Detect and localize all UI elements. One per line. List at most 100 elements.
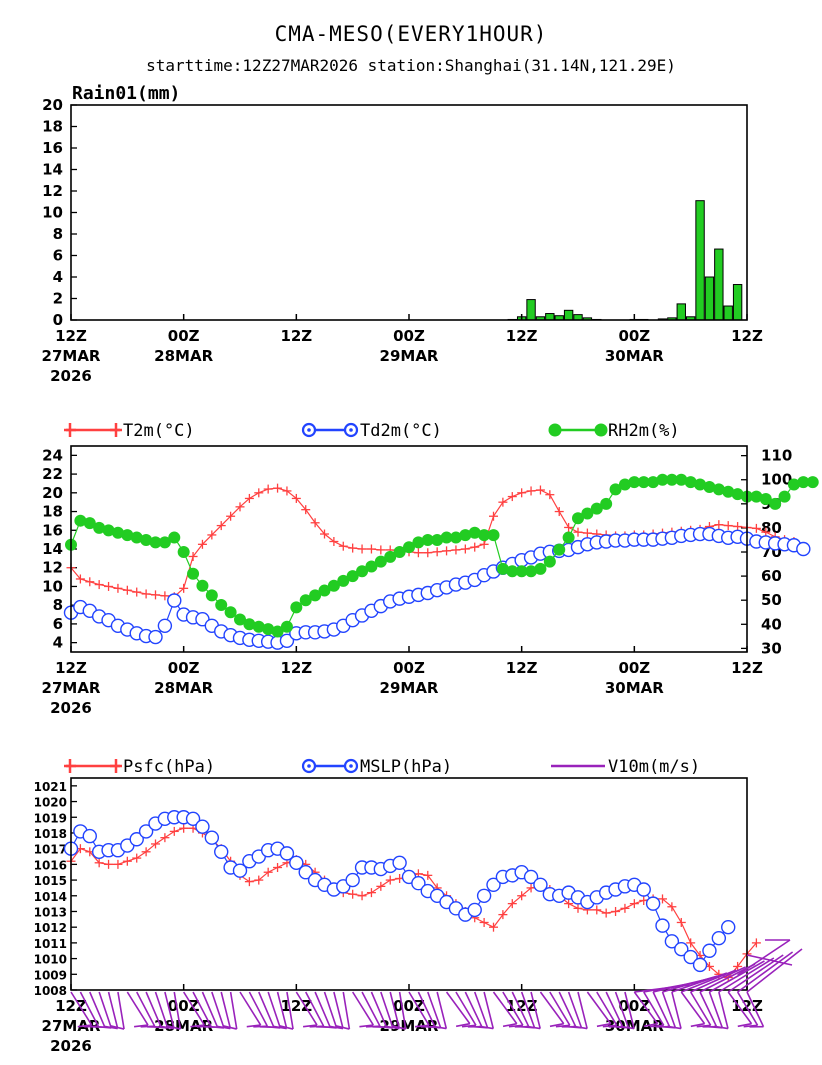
temp-point-circle-9 [148, 629, 163, 645]
wind-barb-late-71 [737, 951, 794, 993]
wind-barb-67 [699, 991, 718, 1028]
temp-point-plus-31 [357, 544, 367, 554]
wind-barb-66 [689, 991, 712, 1026]
pres-point-circle-65 [674, 941, 689, 957]
rain-bar-22 [714, 248, 724, 321]
temp-point-plus-7 [132, 587, 142, 597]
pres-point-circle-62 [645, 896, 661, 911]
wind-barb-62 [652, 991, 671, 1028]
wind-barb-flag-66 [696, 1024, 711, 1028]
pres-point-plus-21 [263, 867, 273, 877]
temp-point-plus-45 [489, 511, 498, 521]
pres-point-circle-16 [214, 844, 229, 860]
pres-point-circle-8 [138, 824, 154, 839]
temp-point-dot-62 [647, 476, 660, 489]
pres-point-plus-33 [376, 881, 386, 891]
wind-barb-24 [295, 991, 318, 1026]
wind-barb-flag-6 [133, 1024, 149, 1028]
temp-point-plus-38 [423, 548, 433, 558]
rain-bar-7 [573, 314, 583, 321]
temp-point-dot-25 [299, 594, 312, 607]
page-title: CMA-MESO(EVERY1HOUR) [274, 22, 548, 46]
wind-barb-2 [89, 991, 106, 1028]
temp-point-plus-43 [470, 542, 480, 552]
temp-point-plus-19 [244, 493, 254, 503]
wind-barb-45 [492, 991, 518, 1025]
pres-point-circle-45 [486, 877, 501, 892]
temp-point-dot-16 [215, 599, 228, 612]
wind-barb-flag-35 [391, 1025, 406, 1030]
pres-point-plus-63 [658, 894, 667, 904]
wind-barb-0 [70, 991, 93, 1026]
rain-bar-6 [563, 309, 574, 321]
temp-xtick-year-0: 2026 [50, 699, 92, 717]
pres-point-plus-60 [629, 899, 639, 909]
wind-barb-63 [661, 991, 677, 1029]
temp-point-plus-23 [282, 486, 292, 496]
wind-barb-flag-71 [743, 1024, 758, 1028]
rain-ytick-label-3: 6 [53, 247, 63, 265]
wind-barb-16 [220, 991, 232, 1029]
rain-ytick-label-9: 18 [42, 118, 63, 136]
temp-point-dot-70 [722, 485, 735, 498]
rain-xtick-year-0: 2026 [50, 367, 92, 385]
wind-barb-23 [286, 991, 294, 1030]
temp-point-plus-41 [451, 545, 461, 555]
pres-point-circle-7 [129, 832, 144, 847]
wind-barb-55 [586, 991, 612, 1025]
wind-barb-44 [483, 991, 495, 1029]
temp-point-plus-70 [723, 521, 733, 531]
pres-point-circle-44 [476, 888, 492, 903]
rain-xtick-label-6: 12Z [731, 327, 763, 345]
rain-ytick-label-10: 20 [42, 96, 63, 114]
pres-point-plus-64 [667, 902, 677, 912]
wind-barb-18 [239, 991, 262, 1026]
wind-barb-38 [427, 991, 442, 1029]
temp-point-plus-74 [761, 527, 771, 537]
pres-point-circle-67 [692, 957, 708, 973]
wind-barb-flag-56 [602, 1024, 617, 1028]
rain-ytick-label-6: 12 [42, 182, 63, 200]
rain-bar-18 [676, 303, 686, 321]
pres-ytick-label-9: 1017 [34, 843, 67, 857]
pres-point-circle-23 [279, 846, 295, 861]
wind-barb-64 [671, 991, 682, 1029]
wind-barb-25 [305, 991, 325, 1027]
wind-barb-3 [98, 991, 113, 1029]
temp-point-plus-37 [413, 548, 423, 558]
temp-legend-label-2: RH2m(%) [608, 421, 680, 441]
wind-barb-flag-11 [166, 1025, 181, 1030]
wind-barb-33 [380, 991, 394, 1029]
wind-barb-flag-36 [414, 1024, 430, 1028]
temp-ytick-left-label-1: 6 [53, 615, 63, 633]
temp-point-plus-14 [197, 539, 207, 549]
wind-barb-flag-17 [222, 1025, 237, 1030]
wind-barb-69 [718, 991, 729, 1029]
wind-barb-65 [680, 991, 706, 1025]
temp-point-dot-21 [262, 623, 275, 636]
temp-point-plus-18 [235, 502, 245, 512]
temp-point-plus-12 [179, 583, 189, 593]
wind-barb-42 [464, 991, 483, 1028]
temp-xtick-label-2: 12Z [280, 659, 312, 677]
wind-barb-8 [145, 991, 162, 1028]
temp-legend-label-0: T2m(°C) [123, 421, 195, 441]
wind-barb-flag-50 [549, 1022, 564, 1028]
wind-barb-late-66 [690, 966, 746, 993]
pres-point-circle-15 [204, 830, 220, 845]
temp-point-dot-45 [487, 529, 500, 542]
temp-point-dot-59 [618, 478, 631, 491]
rain-ytick-label-4: 8 [53, 225, 63, 243]
temp-point-dot-55 [581, 507, 594, 520]
wind-barb-flag-51 [555, 1024, 570, 1028]
pres-point-circle-64 [664, 934, 680, 949]
rain-xtick-date-0: 27MAR [42, 347, 101, 365]
page-subtitle: starttime:12Z27MAR2026 station:Shanghai(… [146, 56, 676, 75]
wind-barb-flag-44 [479, 1025, 494, 1030]
temp-xtick-date-5: 30MAR [605, 679, 664, 697]
rain-xtick-label-2: 12Z [280, 327, 312, 345]
pres-series-circle [63, 810, 736, 973]
temp-ytick-right-label-0: 30 [761, 639, 782, 657]
wind-barb-flag-40 [455, 1022, 471, 1028]
temp-point-dot-38 [421, 533, 434, 546]
